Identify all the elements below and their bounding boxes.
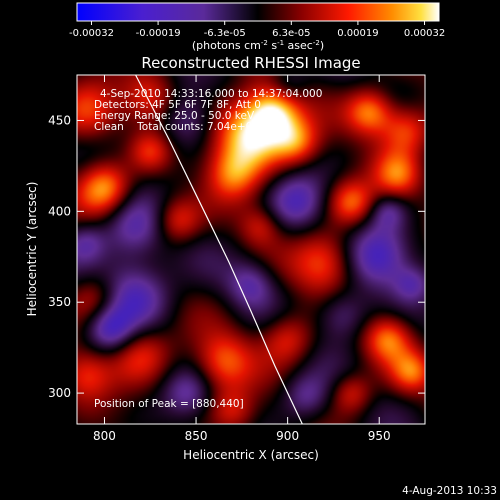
y-tick-label: 400 [48, 204, 71, 218]
x-axis-ticks: 800 850 900 950 [93, 75, 391, 443]
y-axis-ticks: 300 350 400 450 [48, 113, 425, 400]
peak-position-label: Position of Peak = [880,440] [94, 398, 244, 410]
colorbar [76, 2, 440, 22]
x-axis-label: Heliocentric X (arcsec) [183, 448, 319, 462]
colorbar-tick-label: 0.00019 [337, 28, 378, 39]
colorbar-ticks: -0.00032 -0.00019 -6.3e-05 6.3e-05 0.00019 0.… [69, 21, 445, 39]
colorbar-tick-label: 0.00032 [404, 28, 445, 39]
x-tick-label: 800 [93, 429, 116, 443]
chart-title: Reconstructed RHESSI Image [141, 54, 360, 72]
x-tick-label: 900 [276, 429, 299, 443]
solar-limb-curve [135, 75, 303, 424]
y-tick-label: 350 [48, 295, 71, 309]
colorbar-unit-label: (photons cm-2 s-1 asec-2) [192, 39, 324, 52]
colorbar-tick-label: -6.3e-05 [204, 28, 246, 39]
y-tick-label: 300 [48, 386, 71, 400]
annotation-time-range: 4-Sep-2010 14:33:16.000 to 14:37:04.000 [100, 88, 322, 100]
colorbar-tick-label: -0.00032 [69, 28, 114, 39]
colorbar-tick-label: -0.00019 [136, 28, 181, 39]
y-axis-label: Heliocentric Y (arcsec) [25, 182, 39, 317]
x-tick-label: 950 [368, 429, 391, 443]
heatmap-image [77, 75, 425, 424]
x-tick-label: 850 [185, 429, 208, 443]
heatmap-area [77, 75, 425, 424]
timestamp: 4-Aug-2013 10:33 [402, 485, 497, 497]
annotation-detectors: Detectors: 4F 5F 6F 7F 8F, Att 0 [94, 99, 261, 111]
colorbar-tick-label: 6.3e-05 [272, 28, 310, 39]
annotation-energy-range: Energy Range: 25.0 - 50.0 keV [94, 110, 255, 122]
plot-frame [76, 74, 426, 425]
annotation-clean-counts: Clean Total counts: 7.04e+03 [94, 121, 259, 133]
y-tick-label: 450 [48, 113, 71, 127]
